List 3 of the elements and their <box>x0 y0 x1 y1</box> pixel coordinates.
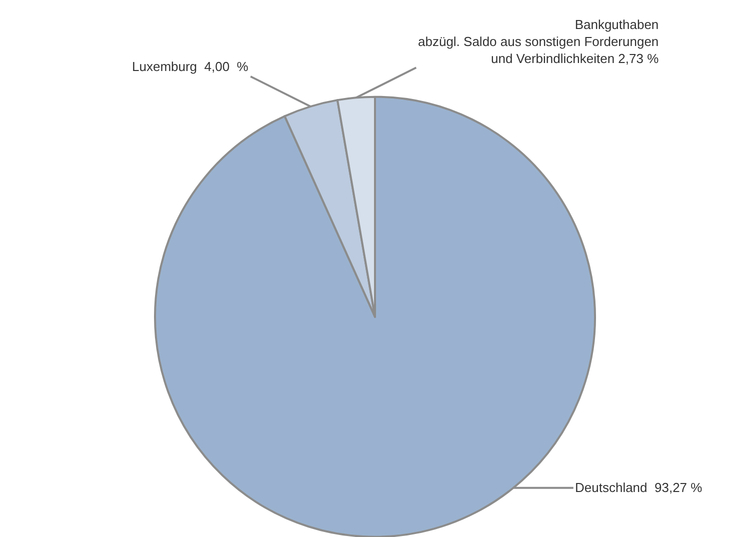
slice-label: Bankguthaben abzügl. Saldo aus sonstigen Forderungen und Verbindlichkeiten 2,73 % <box>418 17 660 66</box>
slice-label: Deutschland 93,27 % <box>575 480 703 495</box>
slice-label: Luxemburg 4,00 % <box>132 59 249 74</box>
